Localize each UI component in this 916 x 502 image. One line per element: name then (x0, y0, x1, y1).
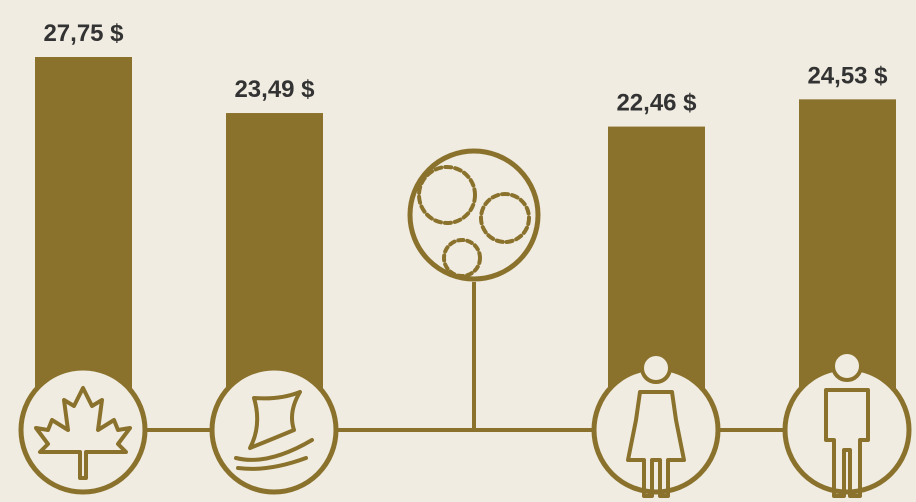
man-icon (782, 350, 912, 498)
value-label: 23,49 $ (234, 76, 315, 103)
value-label: 22,46 $ (616, 90, 697, 117)
woman-icon (591, 352, 721, 498)
ship-icon (209, 365, 339, 495)
maple-leaf-icon (18, 365, 148, 495)
gear-icon (407, 148, 541, 282)
value-label: 24,53 $ (807, 62, 888, 89)
value-label: 27,75 $ (43, 20, 124, 47)
